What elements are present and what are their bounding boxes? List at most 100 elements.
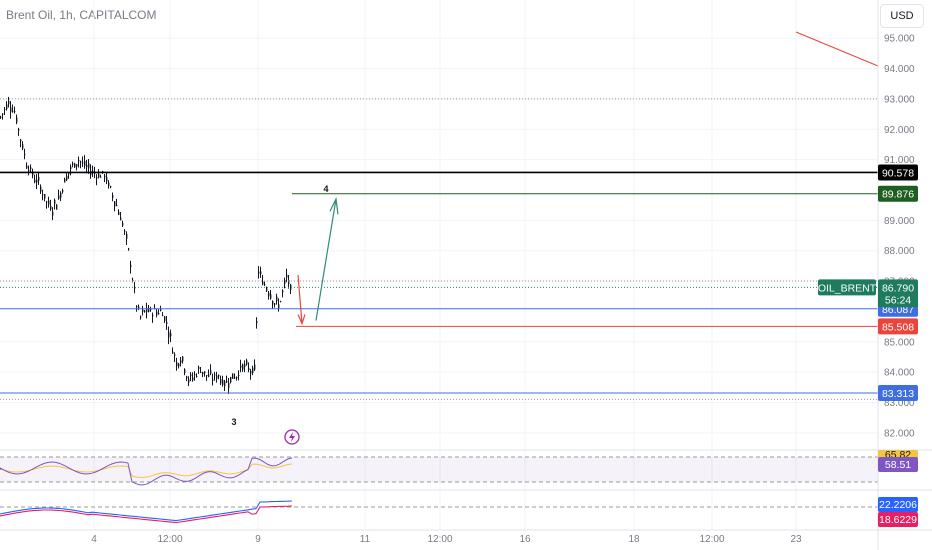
level-label-bg: [878, 164, 918, 181]
candle: [88, 158, 90, 174]
candle: [210, 364, 212, 376]
price-tick-label: 82.000: [884, 428, 915, 439]
candle: [10, 101, 12, 119]
arrow-head: [329, 197, 339, 215]
candle: [52, 207, 54, 221]
candle: [78, 156, 80, 168]
candle: [156, 308, 158, 318]
candles: [0, 96, 292, 394]
candle: [162, 312, 164, 317]
candle: [110, 185, 112, 189]
candle: [290, 283, 292, 295]
candle: [262, 274, 264, 286]
candle: [200, 367, 202, 374]
candle: [264, 281, 266, 286]
level-label-bg: [878, 384, 918, 401]
candle: [48, 196, 50, 208]
candle: [32, 168, 34, 179]
candle: [192, 372, 194, 382]
candle: [56, 204, 58, 210]
candle: [80, 160, 82, 169]
candle: [176, 357, 178, 371]
candle: [62, 188, 64, 194]
macd-signal-line: [0, 505, 293, 524]
price-tick-label: 91.000: [884, 155, 915, 166]
candle: [24, 148, 26, 160]
candle: [100, 174, 102, 178]
price-tick-label: 93.000: [884, 94, 915, 105]
candle: [274, 302, 276, 308]
candle: [138, 304, 140, 311]
candle: [126, 231, 128, 245]
candle: [40, 184, 42, 194]
candle: [226, 375, 228, 383]
candle: [16, 114, 18, 125]
candle: [118, 209, 120, 216]
candle: [106, 173, 108, 184]
candle: [64, 177, 66, 183]
price-tick-label: 92.000: [884, 125, 915, 136]
candle: [124, 229, 126, 235]
candle: [170, 329, 172, 343]
level-label: 83.313: [882, 388, 914, 400]
candle: [58, 189, 60, 200]
currency-button[interactable]: USD: [880, 4, 924, 28]
candle: [50, 199, 52, 211]
current-price-label: 86.790: [882, 282, 914, 294]
candle: [250, 368, 252, 380]
time-tick-label: 12:00: [427, 534, 452, 545]
candle: [22, 141, 24, 151]
candle: [218, 374, 220, 380]
candle: [122, 220, 124, 227]
rsi-upper-label-bg: [878, 450, 918, 459]
candle: [134, 281, 136, 294]
candle: [128, 247, 130, 251]
level-label-bg: [878, 318, 918, 335]
candle: [174, 352, 176, 363]
macd-line: [0, 500, 293, 522]
time-tick-label: 23: [790, 534, 802, 545]
drawings: 34: [231, 31, 879, 445]
rsi-value-label: 58.51: [885, 459, 911, 471]
chart-title: Brent Oil, 1h, CAPITALCOM: [6, 8, 157, 22]
candle: [70, 164, 72, 176]
candle: [236, 376, 238, 381]
signal-label-bg: [878, 512, 918, 527]
projection-arrow-red: [297, 274, 303, 324]
time-tick-label: 4: [91, 534, 97, 545]
candle: [60, 191, 62, 202]
price-tick-label: 85.000: [884, 337, 915, 348]
candle: [158, 309, 160, 315]
candle: [206, 374, 208, 381]
candle: [144, 309, 146, 313]
candle: [202, 371, 204, 378]
candle: [194, 371, 196, 381]
candle: [266, 286, 268, 292]
candle: [140, 315, 142, 320]
candle: [242, 363, 244, 372]
price-tick-label: 94.000: [884, 64, 915, 75]
rsi-band: [0, 457, 878, 482]
candle: [28, 165, 30, 176]
candle: [142, 305, 144, 316]
wave-label-3: 3: [231, 417, 236, 427]
candle: [268, 290, 270, 300]
candle: [8, 96, 10, 108]
level-label-bg: [878, 185, 918, 202]
time-tick-label: 9: [255, 534, 261, 545]
candle: [46, 200, 48, 209]
candle: [184, 368, 186, 376]
time-tick-label: 12:00: [699, 534, 724, 545]
candle: [216, 371, 218, 383]
candle: [130, 260, 132, 274]
candle: [116, 198, 118, 207]
lightning-icon: [284, 429, 300, 445]
candle: [172, 347, 174, 354]
signal-label: 18.6229: [879, 514, 917, 526]
candle: [168, 326, 170, 345]
arrow-head: [297, 314, 306, 326]
candle: [26, 162, 28, 169]
candle: [164, 315, 166, 323]
